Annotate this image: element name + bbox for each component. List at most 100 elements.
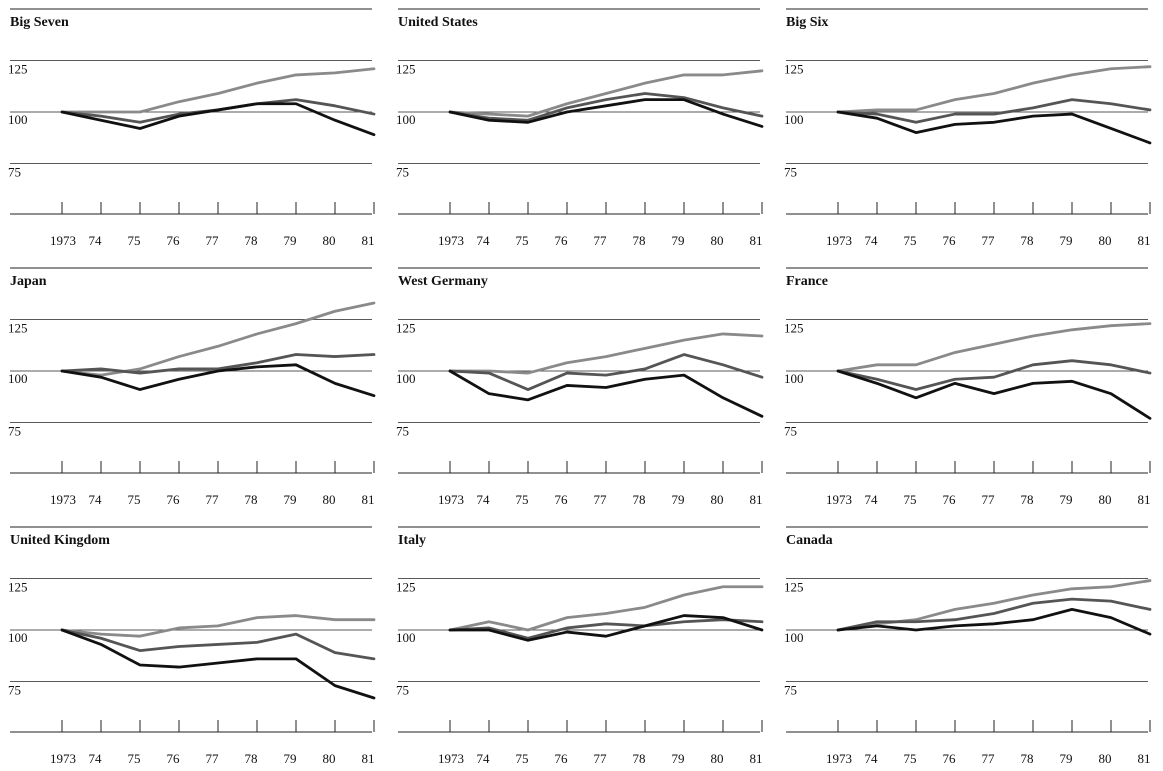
x-tick-label: 78 (245, 751, 258, 766)
y-tick-label: 100 (784, 630, 804, 645)
x-tick-label: 75 (516, 233, 529, 248)
chart-panel: Italy 125 100 75 1973 74 75 76 77 78 79 80 81 (396, 526, 764, 766)
x-tick-label: 78 (1021, 233, 1034, 248)
y-tick-label: 100 (784, 371, 804, 386)
x-tick-label: 76 (167, 233, 181, 248)
x-tick-label: 79 (284, 233, 297, 248)
chart-panel: Japan 125 100 75 1973 74 75 76 77 78 79 80 81 (8, 267, 376, 507)
x-tick-label: 79 (284, 751, 297, 766)
series-line-2 (60, 353, 376, 375)
chart-panel: Big Six 125 100 75 1973 74 75 76 77 78 79 80 81 (784, 8, 1152, 248)
x-tick-label: 77 (594, 233, 608, 248)
x-tick-label: 80 (1099, 751, 1112, 766)
x-tick-label: 1973 (50, 233, 76, 248)
x-tick-label: 76 (555, 492, 569, 507)
x-tick-label: 79 (1060, 233, 1073, 248)
y-tick-label: 75 (396, 424, 409, 439)
panel-title: United Kingdom (10, 533, 110, 548)
series-line-1 (836, 65, 1152, 114)
x-tick-label: 79 (672, 233, 685, 248)
series-line-1 (60, 614, 376, 638)
x-tick-label: 75 (128, 233, 141, 248)
x-tick-label: 1973 (826, 233, 852, 248)
x-tick-label: 1973 (438, 233, 464, 248)
y-tick-label: 100 (396, 112, 416, 127)
x-tick-label: 81 (362, 492, 375, 507)
x-tick-label: 77 (982, 233, 996, 248)
chart-panel: France 125 100 75 1973 74 75 76 77 78 79 80 81 (784, 267, 1152, 507)
series-line-3 (448, 614, 764, 642)
panel-title: Japan (10, 274, 47, 289)
x-tick-label: 76 (943, 492, 957, 507)
panel-title: Big Seven (10, 15, 69, 30)
x-tick-label: 74 (865, 492, 879, 507)
y-tick-label: 125 (784, 580, 804, 595)
y-tick-label: 125 (396, 62, 416, 77)
series-line-2 (448, 92, 764, 122)
panel-title: Italy (398, 533, 426, 548)
x-tick-label: 78 (1021, 751, 1034, 766)
x-tick-label: 76 (167, 751, 181, 766)
series-line-3 (448, 369, 764, 418)
chart-panel: Big Seven 125 100 75 1973 74 75 76 77 78 79 80 81 (8, 8, 376, 248)
series-line-2 (836, 359, 1152, 391)
x-tick-label: 76 (943, 751, 957, 766)
x-tick-label: 79 (1060, 751, 1073, 766)
x-tick-label: 81 (362, 751, 375, 766)
x-tick-label: 76 (555, 751, 569, 766)
x-tick-label: 80 (711, 233, 724, 248)
x-tick-label: 81 (750, 492, 763, 507)
x-tick-label: 1973 (50, 492, 76, 507)
x-tick-label: 1973 (826, 492, 852, 507)
x-tick-label: 77 (206, 233, 220, 248)
x-tick-label: 76 (555, 233, 569, 248)
x-tick-label: 1973 (438, 492, 464, 507)
y-tick-label: 75 (396, 683, 409, 698)
y-tick-label: 75 (8, 683, 21, 698)
x-tick-label: 78 (1021, 492, 1034, 507)
y-tick-label: 75 (784, 165, 797, 180)
x-tick-label: 81 (750, 751, 763, 766)
series-line-1 (448, 585, 764, 632)
x-tick-label: 74 (89, 492, 103, 507)
x-tick-label: 75 (904, 233, 917, 248)
x-tick-label: 81 (1138, 751, 1151, 766)
series-line-1 (448, 69, 764, 118)
y-tick-label: 125 (8, 321, 28, 336)
x-tick-label: 80 (1099, 492, 1112, 507)
x-tick-label: 81 (1138, 233, 1151, 248)
y-tick-label: 125 (396, 580, 416, 595)
x-tick-label: 78 (633, 233, 646, 248)
series-line-3 (60, 628, 376, 700)
y-tick-label: 100 (396, 371, 416, 386)
x-tick-label: 74 (477, 233, 491, 248)
x-tick-label: 75 (516, 751, 529, 766)
x-tick-label: 81 (750, 233, 763, 248)
x-tick-label: 80 (323, 233, 336, 248)
panel-title: France (786, 274, 828, 289)
x-tick-label: 74 (865, 233, 879, 248)
x-tick-label: 1973 (50, 751, 76, 766)
x-tick-label: 79 (672, 751, 685, 766)
y-tick-label: 75 (784, 683, 797, 698)
series-line-1 (448, 332, 764, 375)
chart-panel: United Kingdom 125 100 75 1973 74 75 76 77 78 79 80… (8, 526, 376, 766)
y-tick-label: 75 (8, 424, 21, 439)
x-tick-label: 1973 (826, 751, 852, 766)
x-tick-label: 75 (128, 751, 141, 766)
series-line-3 (60, 363, 376, 398)
x-tick-label: 78 (245, 233, 258, 248)
x-tick-label: 75 (128, 492, 141, 507)
series-line-2 (448, 618, 764, 640)
series-line-3 (836, 110, 1152, 145)
x-tick-label: 79 (284, 492, 297, 507)
y-tick-label: 125 (8, 580, 28, 595)
x-tick-label: 78 (633, 751, 646, 766)
y-tick-label: 125 (784, 62, 804, 77)
x-tick-label: 80 (1099, 233, 1112, 248)
y-tick-label: 75 (784, 424, 797, 439)
y-tick-label: 100 (8, 112, 28, 127)
series-line-3 (836, 608, 1152, 636)
x-tick-label: 75 (516, 492, 529, 507)
